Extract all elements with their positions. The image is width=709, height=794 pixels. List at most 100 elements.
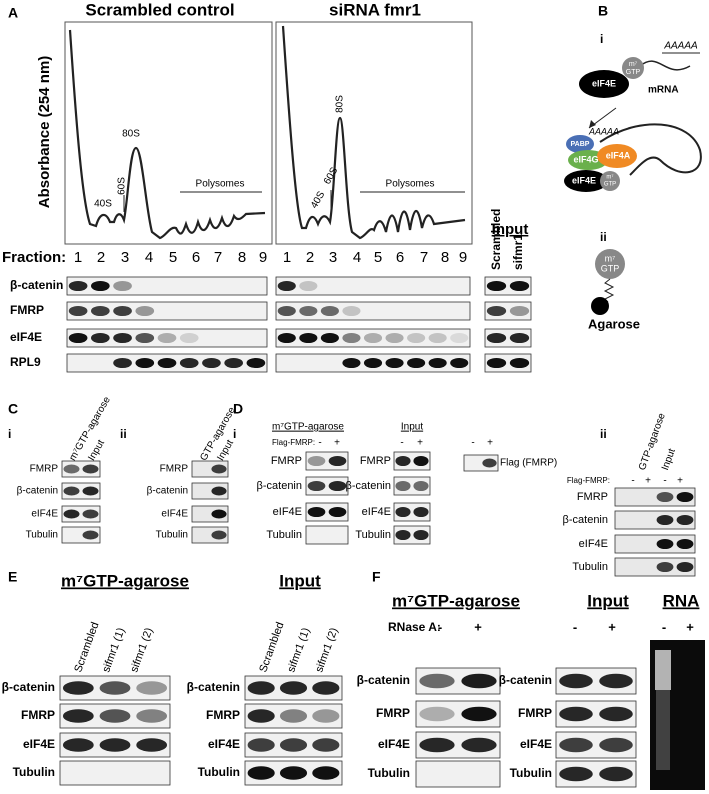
label: sifmr1 (1) bbox=[100, 626, 127, 674]
label: 3 bbox=[329, 249, 337, 266]
label: + bbox=[686, 619, 694, 634]
label: Tubulin bbox=[368, 766, 410, 780]
absorbance-trace bbox=[68, 29, 266, 240]
band bbox=[385, 332, 404, 344]
band bbox=[599, 737, 633, 753]
band bbox=[676, 514, 694, 526]
band bbox=[247, 681, 275, 695]
label: 7 bbox=[420, 249, 428, 266]
band bbox=[328, 455, 347, 467]
eif4e-shape bbox=[579, 70, 629, 98]
label: - bbox=[662, 619, 666, 634]
blot bbox=[275, 328, 471, 348]
band bbox=[277, 332, 296, 344]
band bbox=[211, 509, 227, 519]
bead-shape bbox=[591, 297, 609, 315]
label: GTP bbox=[604, 182, 616, 188]
label: 1 bbox=[74, 249, 82, 266]
band bbox=[559, 706, 593, 722]
label: Input bbox=[86, 438, 107, 463]
label: Tubulin bbox=[198, 765, 240, 779]
band bbox=[157, 357, 177, 369]
band bbox=[676, 538, 694, 550]
band bbox=[413, 506, 429, 518]
absorbance-trace bbox=[281, 25, 466, 240]
label: sifmr1 (2) bbox=[313, 626, 340, 674]
band bbox=[461, 737, 497, 753]
label: FMRP bbox=[160, 464, 189, 475]
label: 60S bbox=[117, 177, 128, 195]
profile-frame bbox=[64, 21, 273, 245]
band bbox=[99, 681, 131, 695]
label: eIF4E bbox=[273, 506, 302, 518]
label: + bbox=[608, 619, 616, 634]
band bbox=[135, 305, 155, 317]
band bbox=[179, 357, 199, 369]
band bbox=[299, 305, 318, 317]
label: sifmr1 (1) bbox=[285, 626, 312, 674]
band bbox=[482, 458, 497, 468]
label: ii bbox=[120, 427, 127, 441]
band bbox=[328, 480, 347, 492]
label: sifmr1 (2) bbox=[128, 626, 155, 674]
label: 8 bbox=[238, 249, 246, 266]
blot bbox=[415, 760, 501, 788]
label: eIF4E bbox=[579, 538, 608, 550]
band bbox=[279, 766, 308, 780]
label: Polysomes bbox=[196, 179, 245, 190]
band bbox=[247, 709, 275, 723]
band bbox=[277, 305, 296, 317]
band bbox=[395, 506, 411, 518]
label: Input bbox=[660, 447, 678, 472]
band bbox=[509, 305, 530, 317]
band bbox=[247, 766, 275, 780]
cap-shape bbox=[622, 57, 644, 79]
label: FMRP bbox=[271, 455, 302, 467]
linker bbox=[603, 278, 615, 303]
band bbox=[461, 706, 497, 722]
band bbox=[312, 766, 340, 780]
label: i bbox=[233, 427, 236, 441]
label: eIF4E bbox=[23, 737, 55, 751]
band bbox=[63, 509, 80, 519]
band bbox=[599, 706, 633, 722]
band bbox=[312, 738, 340, 752]
blot bbox=[66, 328, 268, 348]
label: sifmr1 bbox=[511, 234, 525, 270]
blot bbox=[66, 301, 268, 321]
band bbox=[486, 305, 507, 317]
band bbox=[320, 332, 339, 344]
mrna-loop bbox=[599, 123, 702, 176]
label: Polysomes bbox=[386, 179, 435, 190]
band bbox=[486, 357, 507, 369]
label: - bbox=[631, 476, 634, 487]
label: RPL9 bbox=[10, 355, 41, 369]
label: + bbox=[677, 476, 683, 487]
label: GTP bbox=[601, 263, 620, 273]
label: m⁷GTP-agarose bbox=[392, 591, 520, 610]
band bbox=[676, 561, 694, 573]
label: Scrambled control bbox=[85, 0, 234, 19]
band bbox=[279, 709, 308, 723]
band bbox=[428, 357, 447, 369]
profile-frame bbox=[275, 21, 473, 245]
band bbox=[312, 709, 340, 723]
mrna-strand bbox=[639, 60, 691, 71]
label: ii bbox=[600, 230, 607, 244]
label: i bbox=[8, 427, 11, 441]
band bbox=[136, 709, 168, 723]
band bbox=[450, 332, 469, 344]
label: + bbox=[334, 438, 340, 449]
label: Flag (FMRP) bbox=[500, 458, 557, 469]
band bbox=[559, 766, 593, 782]
band bbox=[62, 681, 94, 695]
band bbox=[99, 709, 131, 723]
band bbox=[307, 480, 326, 492]
label: eIF4A bbox=[606, 150, 631, 160]
label: m⁷GTP-agarose bbox=[61, 571, 189, 590]
label: 7 bbox=[214, 249, 222, 266]
label: Scrambled bbox=[489, 209, 503, 270]
label: eIF4G bbox=[573, 154, 598, 164]
band bbox=[82, 509, 99, 519]
